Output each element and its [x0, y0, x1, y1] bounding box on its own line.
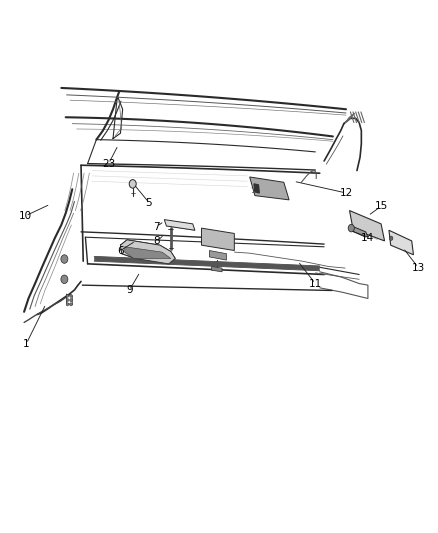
- Polygon shape: [350, 225, 368, 237]
- Polygon shape: [164, 220, 195, 230]
- Circle shape: [129, 180, 136, 188]
- Circle shape: [348, 224, 354, 232]
- Polygon shape: [209, 251, 226, 260]
- Text: 6: 6: [117, 246, 124, 255]
- Circle shape: [66, 298, 69, 302]
- Circle shape: [61, 255, 68, 263]
- Polygon shape: [120, 240, 175, 264]
- Polygon shape: [125, 247, 171, 259]
- Polygon shape: [212, 266, 222, 272]
- Text: 13: 13: [412, 263, 425, 272]
- Text: 12: 12: [339, 188, 353, 198]
- Text: 23: 23: [102, 159, 115, 168]
- Polygon shape: [201, 228, 234, 251]
- Circle shape: [70, 298, 72, 302]
- Polygon shape: [254, 184, 259, 193]
- Text: 7: 7: [153, 222, 160, 231]
- Text: 1: 1: [23, 339, 30, 349]
- Text: 5: 5: [145, 198, 152, 207]
- Circle shape: [70, 303, 72, 306]
- Polygon shape: [389, 230, 413, 255]
- Text: 11: 11: [309, 279, 322, 288]
- Circle shape: [66, 303, 69, 306]
- Text: 15: 15: [374, 201, 388, 211]
- Polygon shape: [250, 177, 289, 200]
- Text: 9: 9: [126, 286, 133, 295]
- Circle shape: [66, 294, 69, 297]
- Circle shape: [61, 275, 68, 284]
- Circle shape: [70, 294, 72, 297]
- Text: 8: 8: [153, 237, 160, 246]
- Polygon shape: [94, 256, 320, 271]
- Text: 10: 10: [19, 211, 32, 221]
- Text: 14: 14: [361, 233, 374, 243]
- Polygon shape: [350, 211, 385, 241]
- Circle shape: [389, 236, 393, 240]
